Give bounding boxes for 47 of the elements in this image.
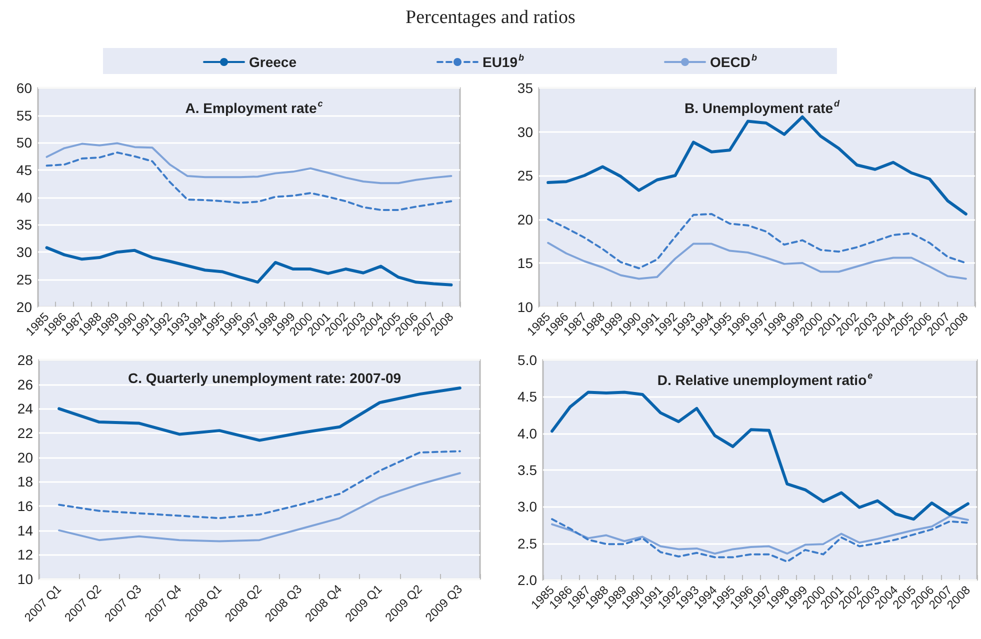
y-tick-label: 15 [517, 255, 534, 272]
y-tick-label: 20 [517, 211, 534, 228]
line-series [58, 450, 461, 520]
text: Percentages and ratios [406, 7, 576, 28]
y-tick-label: 25 [517, 168, 534, 184]
y-tick-label: 28 [17, 352, 34, 368]
line-series [58, 472, 461, 542]
y-tick-label: 25 [16, 271, 32, 288]
y-tick-label: 35 [517, 80, 534, 96]
y-tick-label: 10 [17, 571, 34, 587]
line-series [551, 515, 969, 555]
line-series [45, 246, 453, 286]
text: C. Quarterly unemployment rate: 2007-09 [128, 370, 402, 386]
line-series [547, 213, 967, 270]
y-tick-label: 2.0 [518, 572, 538, 588]
y-tick-label: 22 [17, 425, 34, 441]
y-tick-label: 20 [16, 298, 32, 315]
line-series [546, 115, 968, 216]
y-tick-label: 55 [16, 107, 32, 124]
y-tick-label: 16 [17, 498, 34, 514]
y-tick-label: 45 [16, 162, 32, 178]
y-tick-label: 3.5 [518, 462, 538, 478]
y-tick-label: 12 [17, 546, 34, 563]
y-tick-label: 4.0 [518, 425, 538, 442]
y-tick-label: 4.5 [518, 388, 538, 405]
y-tick-label: 3.0 [518, 498, 538, 515]
y-tick-label: 60 [16, 80, 32, 96]
y-tick-label: 24 [17, 400, 34, 417]
y-tick-label: 14 [17, 522, 34, 538]
y-tick-label: 26 [17, 376, 34, 392]
y-tick-label: 2.5 [518, 535, 538, 552]
line-series [58, 386, 462, 442]
legend-label: Greece [249, 54, 297, 70]
line-series [547, 242, 967, 280]
y-tick-label: 5.0 [518, 352, 538, 368]
line-series [550, 390, 970, 521]
y-tick-label: 50 [16, 134, 32, 151]
y-tick-label: 20 [17, 449, 34, 466]
y-tick-label: 30 [16, 244, 32, 260]
line-series [551, 518, 969, 563]
y-tick-label: 18 [17, 474, 34, 490]
y-tick-label: 30 [517, 124, 534, 140]
y-tick-label: 10 [517, 298, 534, 315]
y-tick-label: 35 [16, 216, 32, 233]
line-series [46, 142, 452, 184]
y-tick-label: 40 [16, 189, 32, 206]
line-series [46, 152, 452, 211]
